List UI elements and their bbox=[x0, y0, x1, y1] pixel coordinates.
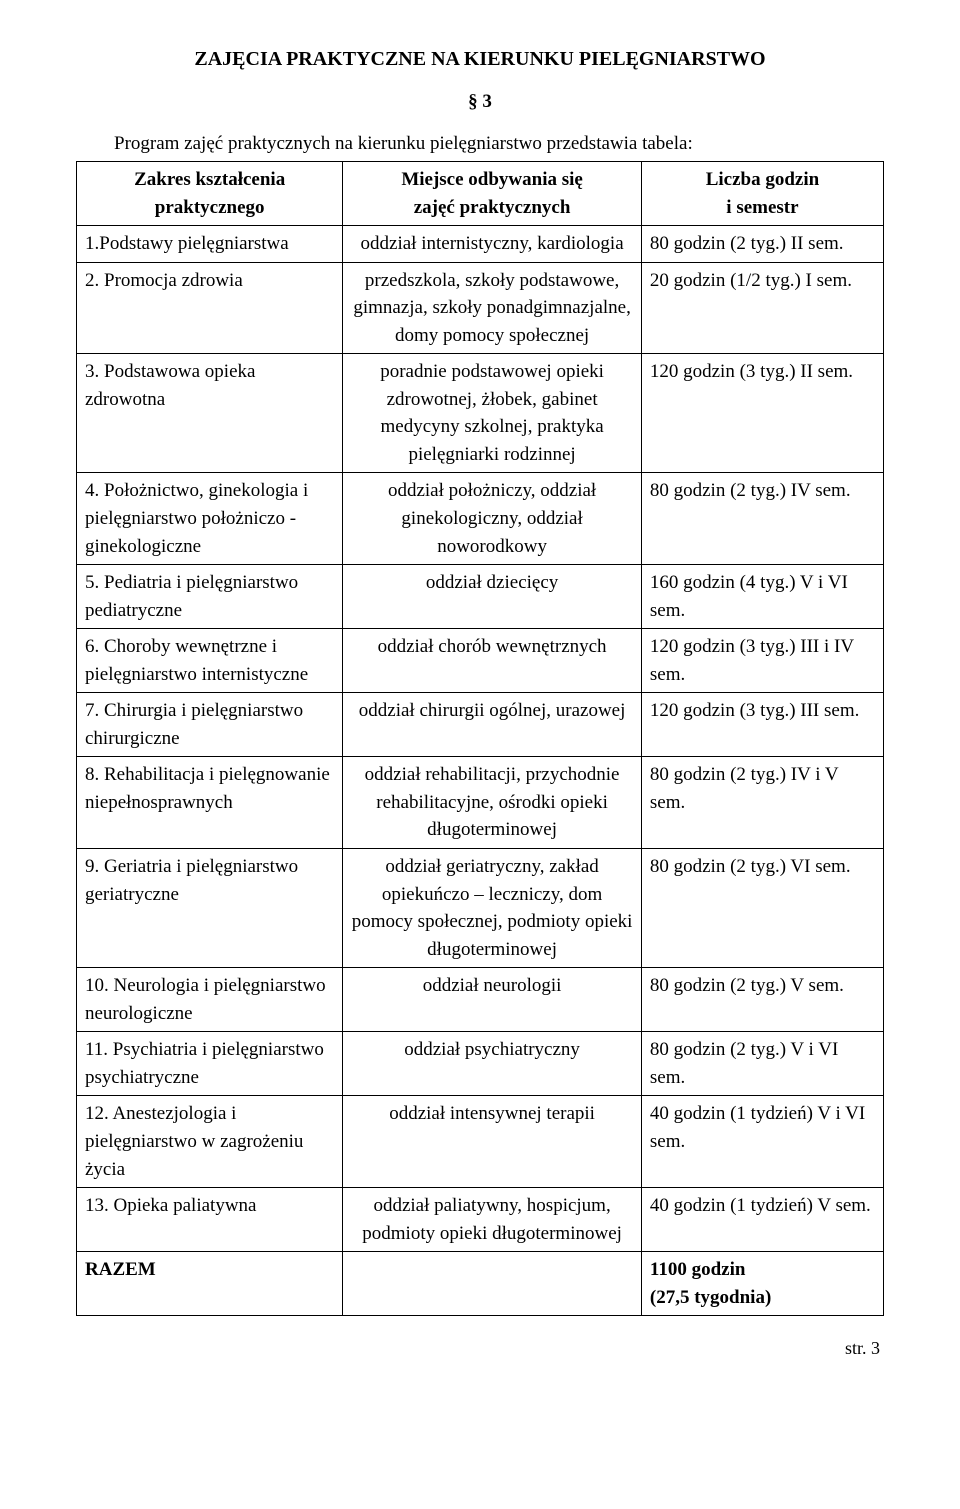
cell-place: oddział rehabilitacji, przychodnie rehab… bbox=[343, 757, 642, 849]
cell-hours: 80 godzin (2 tyg.) V sem. bbox=[641, 968, 883, 1032]
cell-hours: 120 godzin (3 tyg.) III sem. bbox=[641, 693, 883, 757]
cell-scope: 2. Promocja zdrowia bbox=[77, 262, 343, 354]
table-row: 2. Promocja zdrowiaprzedszkola, szkoły p… bbox=[77, 262, 884, 354]
cell-hours: 120 godzin (3 tyg.) III i IV sem. bbox=[641, 629, 883, 693]
cell-scope: 11. Psychiatria i pielęgniarstwo psychia… bbox=[77, 1032, 343, 1096]
cell-place: oddział psychiatryczny bbox=[343, 1032, 642, 1096]
table-row: 13. Opieka paliatywnaoddział paliatywny,… bbox=[77, 1188, 884, 1252]
section-symbol: § bbox=[468, 91, 478, 112]
table-body: 1.Podstawy pielęgniarstwaoddział interni… bbox=[77, 226, 884, 1316]
table-header-row: Zakres kształcenia praktycznego Miejsce … bbox=[77, 162, 884, 226]
table-row: 7. Chirurgia i pielęgniarstwo chirurgicz… bbox=[77, 693, 884, 757]
cell-scope: 13. Opieka paliatywna bbox=[77, 1188, 343, 1252]
cell-hours: 20 godzin (1/2 tyg.) I sem. bbox=[641, 262, 883, 354]
header-col1: Zakres kształcenia praktycznego bbox=[77, 162, 343, 226]
cell-hours: 40 godzin (1 tydzień) V i VI sem. bbox=[641, 1096, 883, 1188]
program-table: Zakres kształcenia praktycznego Miejsce … bbox=[76, 161, 884, 1316]
cell-scope: 8. Rehabilitacja i pielęgnowanie niepełn… bbox=[77, 757, 343, 849]
cell-place: oddział paliatywny, hospicjum, podmioty … bbox=[343, 1188, 642, 1252]
header-c1-l2: praktycznego bbox=[155, 197, 265, 218]
page-footer: str. 3 bbox=[76, 1338, 884, 1359]
header-c2-l2: zajęć praktycznych bbox=[414, 197, 571, 218]
cell-place: oddział położniczy, oddział ginekologicz… bbox=[343, 473, 642, 565]
cell-hours: 120 godzin (3 tyg.) II sem. bbox=[641, 354, 883, 473]
cell-place: oddział dziecięcy bbox=[343, 565, 642, 629]
cell-hours: 160 godzin (4 tyg.) V i VI sem. bbox=[641, 565, 883, 629]
cell-place: oddział intensywnej terapii bbox=[343, 1096, 642, 1188]
cell-scope: 4. Położnictwo, ginekologia i pielęgniar… bbox=[77, 473, 343, 565]
page-title: ZAJĘCIA PRAKTYCZNE NA KIERUNKU PIELĘGNIA… bbox=[76, 48, 884, 71]
cell-scope: 9. Geriatria i pielęgniarstwo geriatrycz… bbox=[77, 849, 343, 968]
table-row: 5. Pediatria i pielęgniarstwo pediatrycz… bbox=[77, 565, 884, 629]
table-row: 8. Rehabilitacja i pielęgnowanie niepełn… bbox=[77, 757, 884, 849]
table-row-total: RAZEM 1100 godzin (27,5 tygodnia) bbox=[77, 1252, 884, 1316]
cell-hours: 80 godzin (2 tyg.) IV i V sem. bbox=[641, 757, 883, 849]
table-row: 9. Geriatria i pielęgniarstwo geriatrycz… bbox=[77, 849, 884, 968]
cell-hours: 80 godzin (2 tyg.) VI sem. bbox=[641, 849, 883, 968]
header-c3-l1: Liczba godzin bbox=[706, 169, 819, 190]
header-col3: Liczba godzin i semestr bbox=[641, 162, 883, 226]
cell-place: oddział geriatryczny, zakład opiekuńczo … bbox=[343, 849, 642, 968]
header-c1-l1: Zakres kształcenia bbox=[134, 169, 285, 190]
cell-place: oddział chirurgii ogólnej, urazowej bbox=[343, 693, 642, 757]
cell-scope: 3. Podstawowa opieka zdrowotna bbox=[77, 354, 343, 473]
table-row: 1.Podstawy pielęgniarstwaoddział interni… bbox=[77, 226, 884, 263]
table-row: 3. Podstawowa opieka zdrowotnaporadnie p… bbox=[77, 354, 884, 473]
cell-hours: 80 godzin (2 tyg.) V i VI sem. bbox=[641, 1032, 883, 1096]
total-value-l2: (27,5 tygodnia) bbox=[650, 1287, 771, 1308]
cell-hours: 80 godzin (2 tyg.) II sem. bbox=[641, 226, 883, 263]
cell-place: oddział chorób wewnętrznych bbox=[343, 629, 642, 693]
header-col2: Miejsce odbywania się zajęć praktycznych bbox=[343, 162, 642, 226]
cell-place: poradnie podstawowej opieki zdrowotnej, … bbox=[343, 354, 642, 473]
table-row: 12. Anestezjologia i pielęgniarstwo w za… bbox=[77, 1096, 884, 1188]
cell-scope: 10. Neurologia i pielęgniarstwo neurolog… bbox=[77, 968, 343, 1032]
total-value-l1: 1100 godzin bbox=[650, 1259, 746, 1280]
intro-text: Program zajęć praktycznych na kierunku p… bbox=[114, 133, 884, 155]
table-row: 11. Psychiatria i pielęgniarstwo psychia… bbox=[77, 1032, 884, 1096]
cell-scope: 1.Podstawy pielęgniarstwa bbox=[77, 226, 343, 263]
total-label: RAZEM bbox=[77, 1252, 343, 1316]
total-mid bbox=[343, 1252, 642, 1316]
cell-scope: 12. Anestezjologia i pielęgniarstwo w za… bbox=[77, 1096, 343, 1188]
table-row: 10. Neurologia i pielęgniarstwo neurolog… bbox=[77, 968, 884, 1032]
cell-hours: 40 godzin (1 tydzień) V sem. bbox=[641, 1188, 883, 1252]
section-number: § 3 bbox=[76, 91, 884, 113]
cell-place: przedszkola, szkoły podstawowe, gimnazja… bbox=[343, 262, 642, 354]
table-row: 4. Położnictwo, ginekologia i pielęgniar… bbox=[77, 473, 884, 565]
cell-place: oddział internistyczny, kardiologia bbox=[343, 226, 642, 263]
cell-scope: 5. Pediatria i pielęgniarstwo pediatrycz… bbox=[77, 565, 343, 629]
total-value: 1100 godzin (27,5 tygodnia) bbox=[641, 1252, 883, 1316]
cell-scope: 7. Chirurgia i pielęgniarstwo chirurgicz… bbox=[77, 693, 343, 757]
header-c2-l1: Miejsce odbywania się bbox=[401, 169, 583, 190]
cell-place: oddział neurologii bbox=[343, 968, 642, 1032]
header-c3-l2: i semestr bbox=[726, 197, 798, 218]
section-num-value: 3 bbox=[482, 91, 492, 112]
table-row: 6. Choroby wewnętrzne i pielęgniarstwo i… bbox=[77, 629, 884, 693]
cell-hours: 80 godzin (2 tyg.) IV sem. bbox=[641, 473, 883, 565]
cell-scope: 6. Choroby wewnętrzne i pielęgniarstwo i… bbox=[77, 629, 343, 693]
